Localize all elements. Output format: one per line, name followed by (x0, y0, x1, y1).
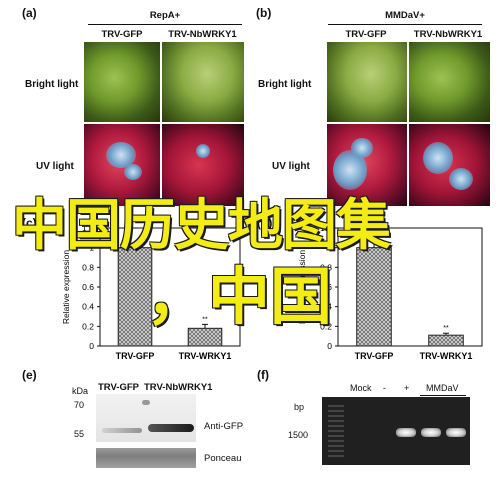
y-tick-label: 0.6 (82, 282, 94, 292)
panel-a-col2: TRV-NbWRKY1 (168, 29, 237, 40)
panel-a-bright-gfp-photo (84, 42, 160, 122)
y-tick-label: 0 (327, 341, 332, 351)
panel-f-plus: + (404, 383, 410, 393)
panel-b-bright-gfp-photo (327, 42, 407, 122)
panel-b-title: MMDaV+ (385, 10, 425, 21)
panel-e-marker-70: 70 (74, 400, 85, 410)
panel-a-col1: TRV-GFP (101, 29, 143, 40)
x-tick-label: TRV-WRKY1 (179, 351, 232, 361)
panel-e-label: (e) (22, 368, 37, 382)
y-axis-label: Relative expression (297, 250, 307, 324)
panel-a-bright-wrky1-photo (162, 42, 244, 122)
panel-e-marker-55: 55 (74, 429, 85, 439)
panel-b-col1: TRV-GFP (345, 29, 387, 40)
y-tick-label: 0.4 (82, 302, 94, 312)
panel-f-mock: Mock (350, 383, 372, 393)
panel-b-bracket (328, 24, 482, 25)
significance-mark: ** (443, 325, 449, 332)
x-tick-label: TRV-GFP (355, 351, 394, 361)
panel-b-uv-gfp-photo (327, 124, 407, 206)
panel-f-label: (f) (257, 368, 269, 382)
watermark-line2: ，中国 (146, 263, 333, 332)
y-tick-label: 1 (89, 243, 94, 253)
panel-e-ponceau: Ponceau (204, 453, 242, 464)
panel-f-gel (322, 397, 470, 465)
panel-a-uv-gfp-photo (84, 124, 160, 206)
panel-d-label: (d) (257, 216, 273, 230)
panel-f-minus: - (383, 383, 386, 393)
panel-c-label: (c) (22, 216, 37, 230)
y-tick-label: 0.8 (82, 262, 94, 272)
y-tick-label: 0.2 (320, 321, 332, 331)
y-tick-label: 0.8 (320, 262, 332, 272)
panel-b-label: (b) (256, 6, 272, 20)
panel-e-lane2: TRV-NbWRKY1 (144, 382, 213, 393)
bar-trv-gfp (356, 247, 392, 347)
watermark-line1: 中国历史地图集 (12, 194, 391, 256)
panel-f-mmdav: MMDaV (426, 383, 459, 393)
panel-e-kda: kDa (72, 386, 89, 396)
panel-b-col2: TRV-NbWRKY1 (413, 29, 483, 40)
panel-f-bp: bp (294, 402, 305, 412)
panel-e-ponceau-blot (96, 448, 196, 468)
panel-f-1500: 1500 (288, 430, 309, 440)
y-tick-label: 0 (89, 341, 94, 351)
x-tick-label: TRV-GFP (116, 351, 155, 361)
panel-a-label: (a) (22, 6, 37, 20)
y-tick-label: 0.4 (320, 302, 332, 312)
panel-e-lane1: TRV-GFP (98, 382, 139, 393)
panel-b-bright-wrky1-photo (409, 42, 490, 122)
panel-a-bracket (88, 24, 242, 25)
panel-e-anti-gfp: Anti-GFP (204, 421, 244, 432)
y-tick-label: 1.2 (320, 223, 332, 233)
panel-e-western-blot (96, 394, 196, 442)
y-tick-label: 1 (327, 243, 332, 253)
panel-b-row1: Bright light (258, 79, 312, 90)
y-tick-label: 0.2 (82, 321, 94, 331)
panel-a-row2: UV light (36, 161, 74, 172)
panel-d-chart: 0 0.2 0.4 0.6 0.8 1 1.2 Relative expression TRV-… (297, 223, 483, 361)
bar-trv-wrky1 (428, 334, 464, 347)
panel-f-bracket (420, 395, 466, 396)
panel-a-uv-wrky1-photo (162, 124, 244, 206)
y-tick-label: 0.6 (320, 282, 332, 292)
panel-b-uv-wrky1-photo (409, 124, 490, 206)
y-tick-label: 1.2 (82, 223, 94, 233)
significance-mark: ** (202, 316, 208, 323)
y-axis-label: Relative expression (61, 250, 71, 324)
x-tick-label: TRV-WRKY1 (420, 351, 473, 361)
panel-a-title: RepA+ (149, 10, 181, 21)
panel-b-row2: UV light (272, 161, 310, 172)
panel-a-row1: Bright light (25, 79, 79, 90)
panel-c-chart: 0 0.2 0.4 0.6 0.8 1 1.2 Relative expression TRV-… (61, 223, 241, 361)
bar-trv-gfp (117, 247, 153, 347)
